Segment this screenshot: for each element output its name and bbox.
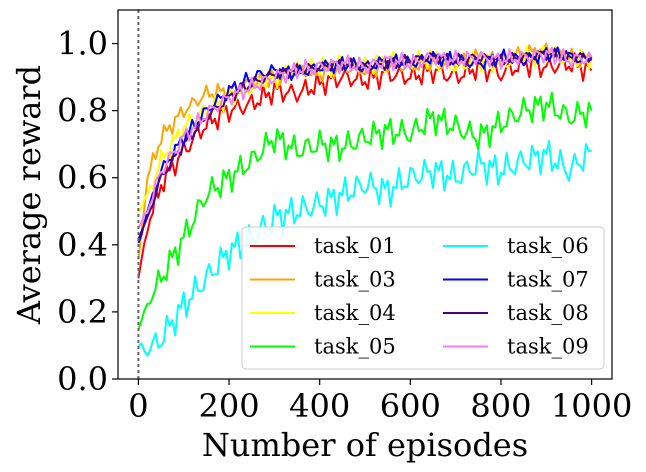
plot-frame [117,9,613,380]
y-axis-ticks: 0.0 0.2 0.4 0.6 0.8 1.0 [57,25,118,398]
series-line-task_06 [137,140,592,357]
series-lines [137,42,593,357]
series-line-task_07 [137,46,593,244]
x-tick-label: 800 [470,387,531,425]
series-line-task_01 [137,51,593,279]
series-line-task_05 [137,91,593,331]
legend-label: task_04 [314,301,396,325]
x-tick-label: 1000 [551,387,632,425]
legend-label: task_05 [314,335,396,359]
y-tick-label: 0.0 [57,360,108,398]
legend-label: task_06 [507,234,589,258]
series-line-task_08 [137,47,593,241]
legend-label: task_09 [507,335,589,359]
y-tick-label: 0.2 [57,293,108,331]
x-axis-label: Number of episodes [202,426,528,464]
legend-box [241,226,605,370]
y-axis-label: Average reward [10,65,48,325]
series-line-task_09 [137,46,593,229]
y-tick-label: 0.6 [57,159,108,197]
x-tick-label: 0 [128,387,148,425]
y-tick-label: 0.4 [57,226,108,264]
x-axis-ticks: 0 200 400 600 800 1000 [128,379,632,425]
legend-label: task_01 [314,234,396,258]
x-tick-label: 200 [198,387,259,425]
x-tick-label: 400 [289,387,350,425]
legend: task_01 task_03 task_04 task_05 task_06 task_… [241,226,605,370]
legend-label: task_07 [507,268,589,292]
y-tick-label: 0.8 [57,92,108,130]
legend-label: task_03 [314,268,396,292]
x-tick-label: 600 [380,387,441,425]
y-tick-label: 1.0 [57,25,108,63]
legend-label: task_08 [507,301,589,325]
